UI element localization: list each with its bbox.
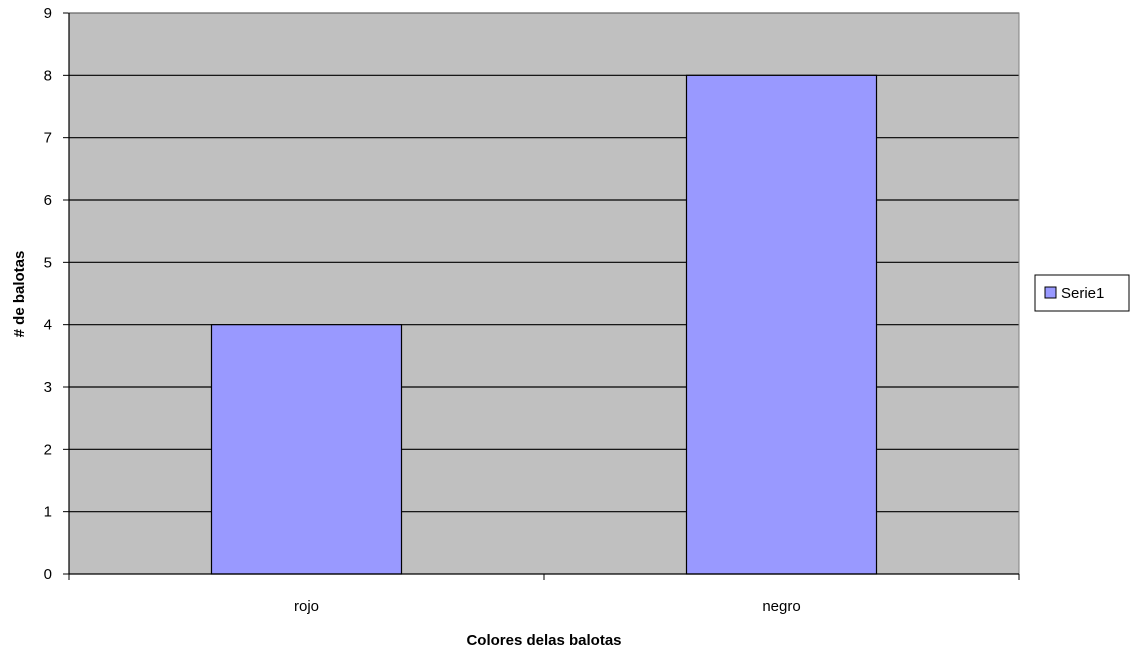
y-tick-label: 8	[44, 67, 52, 84]
legend-swatch	[1044, 286, 1057, 299]
y-tick-label: 7	[44, 130, 52, 147]
x-tick-label: rojo	[294, 598, 319, 615]
x-axis-title: Colores delas balotas	[466, 632, 621, 649]
y-tick-label: 0	[44, 566, 52, 583]
legend-label: Serie1	[1061, 285, 1104, 302]
x-tick-label: negro	[762, 598, 800, 615]
y-tick-labels: 0 1 2 3 4 5 6 7 8 9	[44, 5, 52, 583]
y-axis-title: # de balotas	[11, 251, 28, 338]
bar-negro	[685, 74, 878, 575]
y-tick-label: 5	[44, 254, 52, 271]
y-tick-label: 9	[44, 5, 52, 22]
y-tick-label: 6	[44, 192, 52, 209]
bar-rojo	[210, 324, 403, 575]
x-tick-labels: rojo negro	[294, 598, 801, 615]
axes	[63, 12, 1020, 580]
y-tick-label: 3	[44, 379, 52, 396]
legend: Serie1	[1034, 274, 1130, 312]
y-tick-label: 1	[44, 504, 52, 521]
bars	[210, 74, 878, 575]
y-tick-label: 4	[44, 317, 52, 334]
y-tick-label: 2	[44, 441, 52, 458]
